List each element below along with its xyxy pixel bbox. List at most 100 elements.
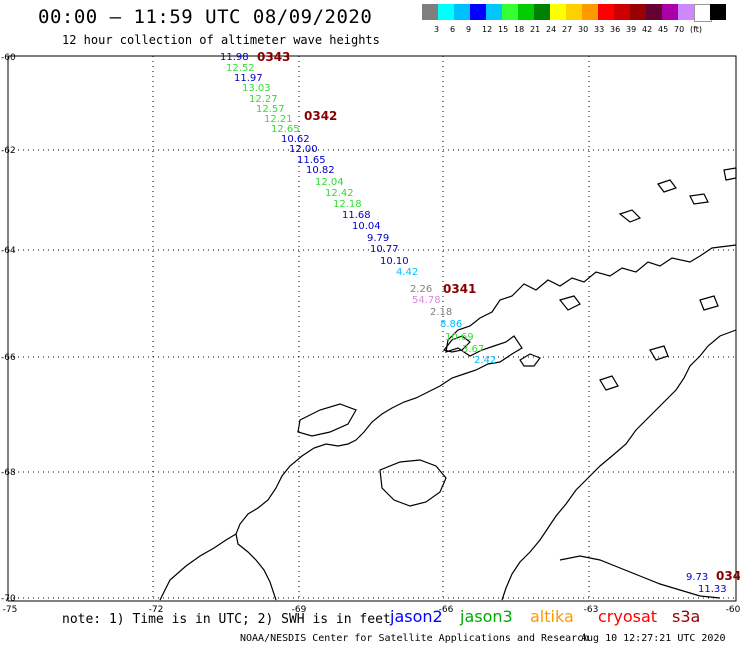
coast-island-6	[519, 353, 541, 367]
swh-value: 8.86	[440, 319, 462, 330]
credit-line: NOAA/NESDIS Center for Satellite Applica…	[240, 633, 590, 644]
timestamp: Aug 10 12:27:21 UTC 2020	[581, 633, 726, 644]
legend-level-label: 30	[578, 25, 589, 34]
map-title: 00:00 – 11:59 UTC 08/09/2020	[38, 6, 373, 28]
satellite-label-jason3: jason3	[460, 607, 513, 626]
swh-value: 11.98	[220, 52, 249, 63]
swh-value: 12.04	[315, 177, 344, 188]
pass-time-label: 0341	[443, 282, 476, 296]
swh-value: 10.10	[380, 256, 409, 267]
legend-level-label: 39	[626, 25, 637, 34]
legend-swatch	[582, 4, 598, 20]
swh-value: 3.67	[462, 344, 484, 355]
lon-tick-labels: -75 -72 -69 -66 -63 -60	[3, 605, 740, 615]
satellite-label-jason2: jason2	[390, 607, 443, 626]
coast-island-5	[723, 167, 737, 181]
legend-level-label: 18	[514, 25, 525, 34]
legend-level-label: 36	[610, 25, 621, 34]
coast-island-1	[442, 335, 471, 353]
swh-value: 10.04	[352, 221, 381, 232]
swh-value: 9.79	[367, 233, 389, 244]
swh-value: 10.62	[281, 134, 310, 145]
coast-west-shelf	[297, 403, 357, 437]
coast-inner-east	[501, 329, 737, 601]
pass-time-label: 0342	[304, 109, 337, 123]
legend-swatch	[646, 4, 662, 20]
legend-swatch	[566, 4, 582, 20]
gridlines	[8, 56, 736, 601]
coast-island-8	[599, 375, 619, 391]
swh-value: 12.57	[256, 104, 285, 115]
legend-level-label: 3	[434, 25, 440, 34]
lat-tick-label: -66	[1, 353, 16, 363]
pass-time-label: 0343	[257, 50, 290, 64]
swh-labels: 11.9812.5211.9713.0312.2712.5712.2112.65…	[220, 52, 727, 595]
lat-tick-label: -68	[1, 468, 16, 478]
swh-value: 12.00	[289, 144, 318, 155]
legend-level-label: 42	[642, 25, 653, 34]
swh-value: 13.03	[242, 83, 271, 94]
satellite-label-cryosat: cryosat	[598, 607, 658, 626]
swh-value: 10.69	[445, 332, 474, 343]
lon-tick-label: -63	[584, 605, 599, 615]
lon-tick-label: -72	[149, 605, 164, 615]
map-subtitle: 12 hour collection of altimeter wave hei…	[62, 33, 380, 47]
swh-value: 2.18	[430, 307, 452, 318]
coast-main	[235, 244, 737, 601]
legend-level-label: 12	[482, 25, 493, 34]
swh-value: 11.65	[297, 155, 326, 166]
legend-swatch	[614, 4, 630, 20]
coast-island-9	[649, 345, 669, 361]
lon-tick-label: -60	[726, 605, 740, 615]
legend-swatch	[518, 4, 534, 20]
legend-swatch	[438, 4, 454, 20]
coast-island-7	[558, 295, 581, 311]
coast-island-4	[689, 193, 709, 205]
lat-tick-label: -60	[1, 53, 16, 63]
swh-value: 11.68	[342, 210, 371, 221]
pass-time-labels: 0343 0342 0341 034	[257, 50, 740, 583]
swh-value: 11.97	[234, 73, 263, 84]
swh-value: 9.73	[686, 572, 708, 583]
legend-swatch	[422, 4, 438, 20]
legend-level-label: 45	[658, 25, 669, 34]
coast-island-3	[657, 179, 677, 193]
legend-level-label: 27	[562, 25, 573, 34]
lat-tick-label: -62	[1, 146, 16, 156]
legend-swatch	[662, 4, 678, 20]
satellite-label-s3a: s3a	[672, 607, 701, 626]
coast-south	[559, 555, 721, 599]
lat-tick-label: -64	[1, 246, 16, 256]
legend-level-label: 24	[546, 25, 557, 34]
swh-value: 12.27	[249, 94, 278, 105]
swh-value: 12.52	[226, 63, 255, 74]
legend-level-label: (ft)	[690, 25, 703, 34]
legend-swatch	[630, 4, 646, 20]
pass-time-label: 034	[716, 569, 740, 583]
swh-value: 12.65	[271, 124, 300, 135]
swh-value: 54.78	[412, 295, 441, 306]
legend-level-label: 6	[450, 25, 456, 34]
legend-level-label: 15	[498, 25, 509, 34]
swh-value: 11.33	[698, 584, 727, 595]
coast-west-2	[159, 533, 237, 601]
map-frame	[7, 55, 737, 602]
legend-swatch	[678, 4, 694, 20]
lon-tick-label: -69	[292, 605, 307, 615]
coast-alex-island	[379, 459, 447, 507]
swh-value: 12.21	[264, 114, 293, 125]
lon-tick-label: -75	[3, 605, 18, 615]
swh-value: 12.18	[333, 199, 362, 210]
coast-island-10	[699, 295, 719, 311]
swh-value: 10.77	[370, 244, 399, 255]
legend-level-label: 70	[674, 25, 685, 34]
legend-swatch	[534, 4, 550, 20]
legend-swatch	[710, 4, 726, 20]
legend-swatch	[454, 4, 470, 20]
legend-level-label: 33	[594, 25, 605, 34]
footnote: note: 1) Time is in UTC; 2) SWH is in fe…	[62, 612, 391, 627]
swh-value: 2.42	[474, 355, 496, 366]
coastline	[159, 167, 737, 601]
legend-swatch	[502, 4, 518, 20]
